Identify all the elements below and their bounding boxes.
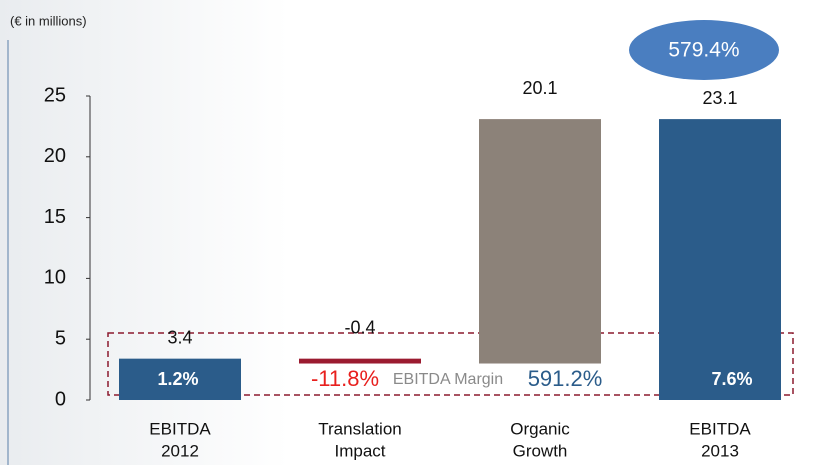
x-tick-label: 2012 [161,441,199,460]
x-tick-label: Impact [334,441,385,460]
bar [119,358,241,400]
x-tick-label: Translation [318,419,401,438]
y-tick-label: 15 [44,206,66,228]
value-label: -0.4 [344,317,375,337]
y-tick-label: 5 [55,327,66,349]
margin-title: EBITDA Margin [393,371,503,388]
margin-label: 7.6% [711,369,752,389]
x-tick-label: 2013 [701,441,739,460]
margin-box [107,332,794,396]
y-tick-label: 20 [44,145,66,167]
x-tick-label: EBITDA [149,419,211,438]
margin-label: 1.2% [157,369,198,389]
y-tick-label: 25 [44,84,66,106]
bar [659,119,781,400]
y-tick-label: 0 [55,388,66,410]
margin-label: 591.2% [528,366,603,391]
value-label: 3.4 [167,327,192,347]
value-label: 20.1 [522,78,557,98]
x-tick-label: EBITDA [689,419,751,438]
bar [299,358,421,364]
highlight-label: 579.4% [668,39,739,62]
unit-label: (€ in millions) [10,13,87,28]
x-tick-label: Organic [510,419,570,438]
bar [479,119,601,364]
highlight-ellipse [629,20,779,80]
x-tick-label: Growth [513,441,568,460]
value-label: 23.1 [702,88,737,108]
margin-label: -11.8% [311,366,379,391]
y-tick-label: 10 [44,267,66,289]
